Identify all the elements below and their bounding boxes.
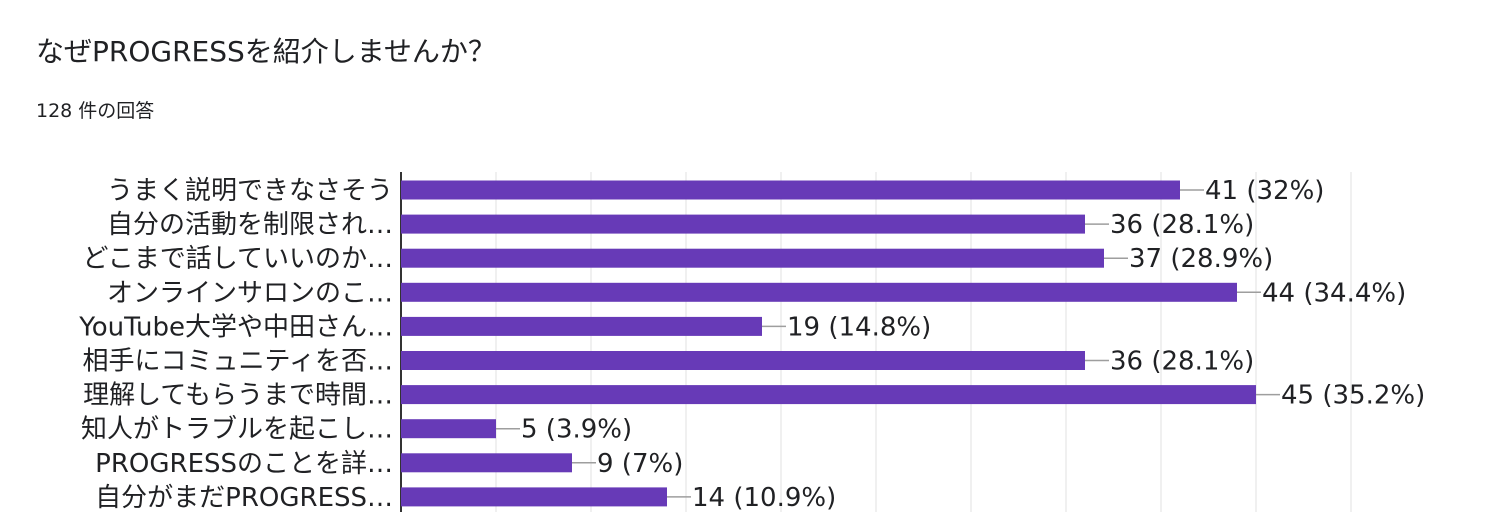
- bar: [401, 214, 1085, 234]
- value-label: 44 (34.4%): [1262, 278, 1406, 308]
- value-label: 9 (7%): [597, 449, 683, 479]
- category-label: 理解してもらうまで時間…: [83, 381, 393, 411]
- value-label: 5 (3.9%): [521, 415, 632, 445]
- bar: [401, 248, 1104, 268]
- category-label: 自分がまだPROGRESS…: [95, 483, 393, 512]
- value-label: 45 (35.2%): [1281, 381, 1425, 411]
- value-label: 41 (32%): [1205, 176, 1324, 206]
- bar: [401, 453, 572, 473]
- bar: [401, 351, 1085, 370]
- category-label: どこまで話していいのか…: [83, 244, 393, 274]
- bar: [401, 316, 762, 336]
- bar: [401, 180, 1180, 200]
- value-label: 36 (28.1%): [1110, 210, 1254, 240]
- bar: [401, 487, 667, 507]
- category-label: PROGRESSのことを詳…: [95, 449, 393, 479]
- question-title: なぜPROGRESSを紹介しませんか？: [36, 35, 496, 68]
- bar: [401, 282, 1237, 302]
- value-label: 19 (14.8%): [787, 312, 931, 342]
- bar: [401, 419, 496, 439]
- category-label: 知人がトラブルを起こし…: [81, 415, 393, 445]
- response-count: 128 件の回答: [36, 100, 155, 122]
- category-label: YouTube大学や中田さん…: [78, 312, 393, 342]
- value-label: 36 (28.1%): [1110, 347, 1254, 377]
- value-label: 14 (10.9%): [692, 483, 836, 512]
- category-label: 自分の活動を制限され…: [107, 210, 393, 240]
- value-label: 37 (28.9%): [1129, 244, 1273, 274]
- category-label: オンラインサロンのこ…: [107, 278, 393, 308]
- category-label: うまく説明できなさそう: [107, 176, 393, 206]
- category-label: 相手にコミュニティを否…: [83, 347, 393, 377]
- bar: [401, 385, 1256, 405]
